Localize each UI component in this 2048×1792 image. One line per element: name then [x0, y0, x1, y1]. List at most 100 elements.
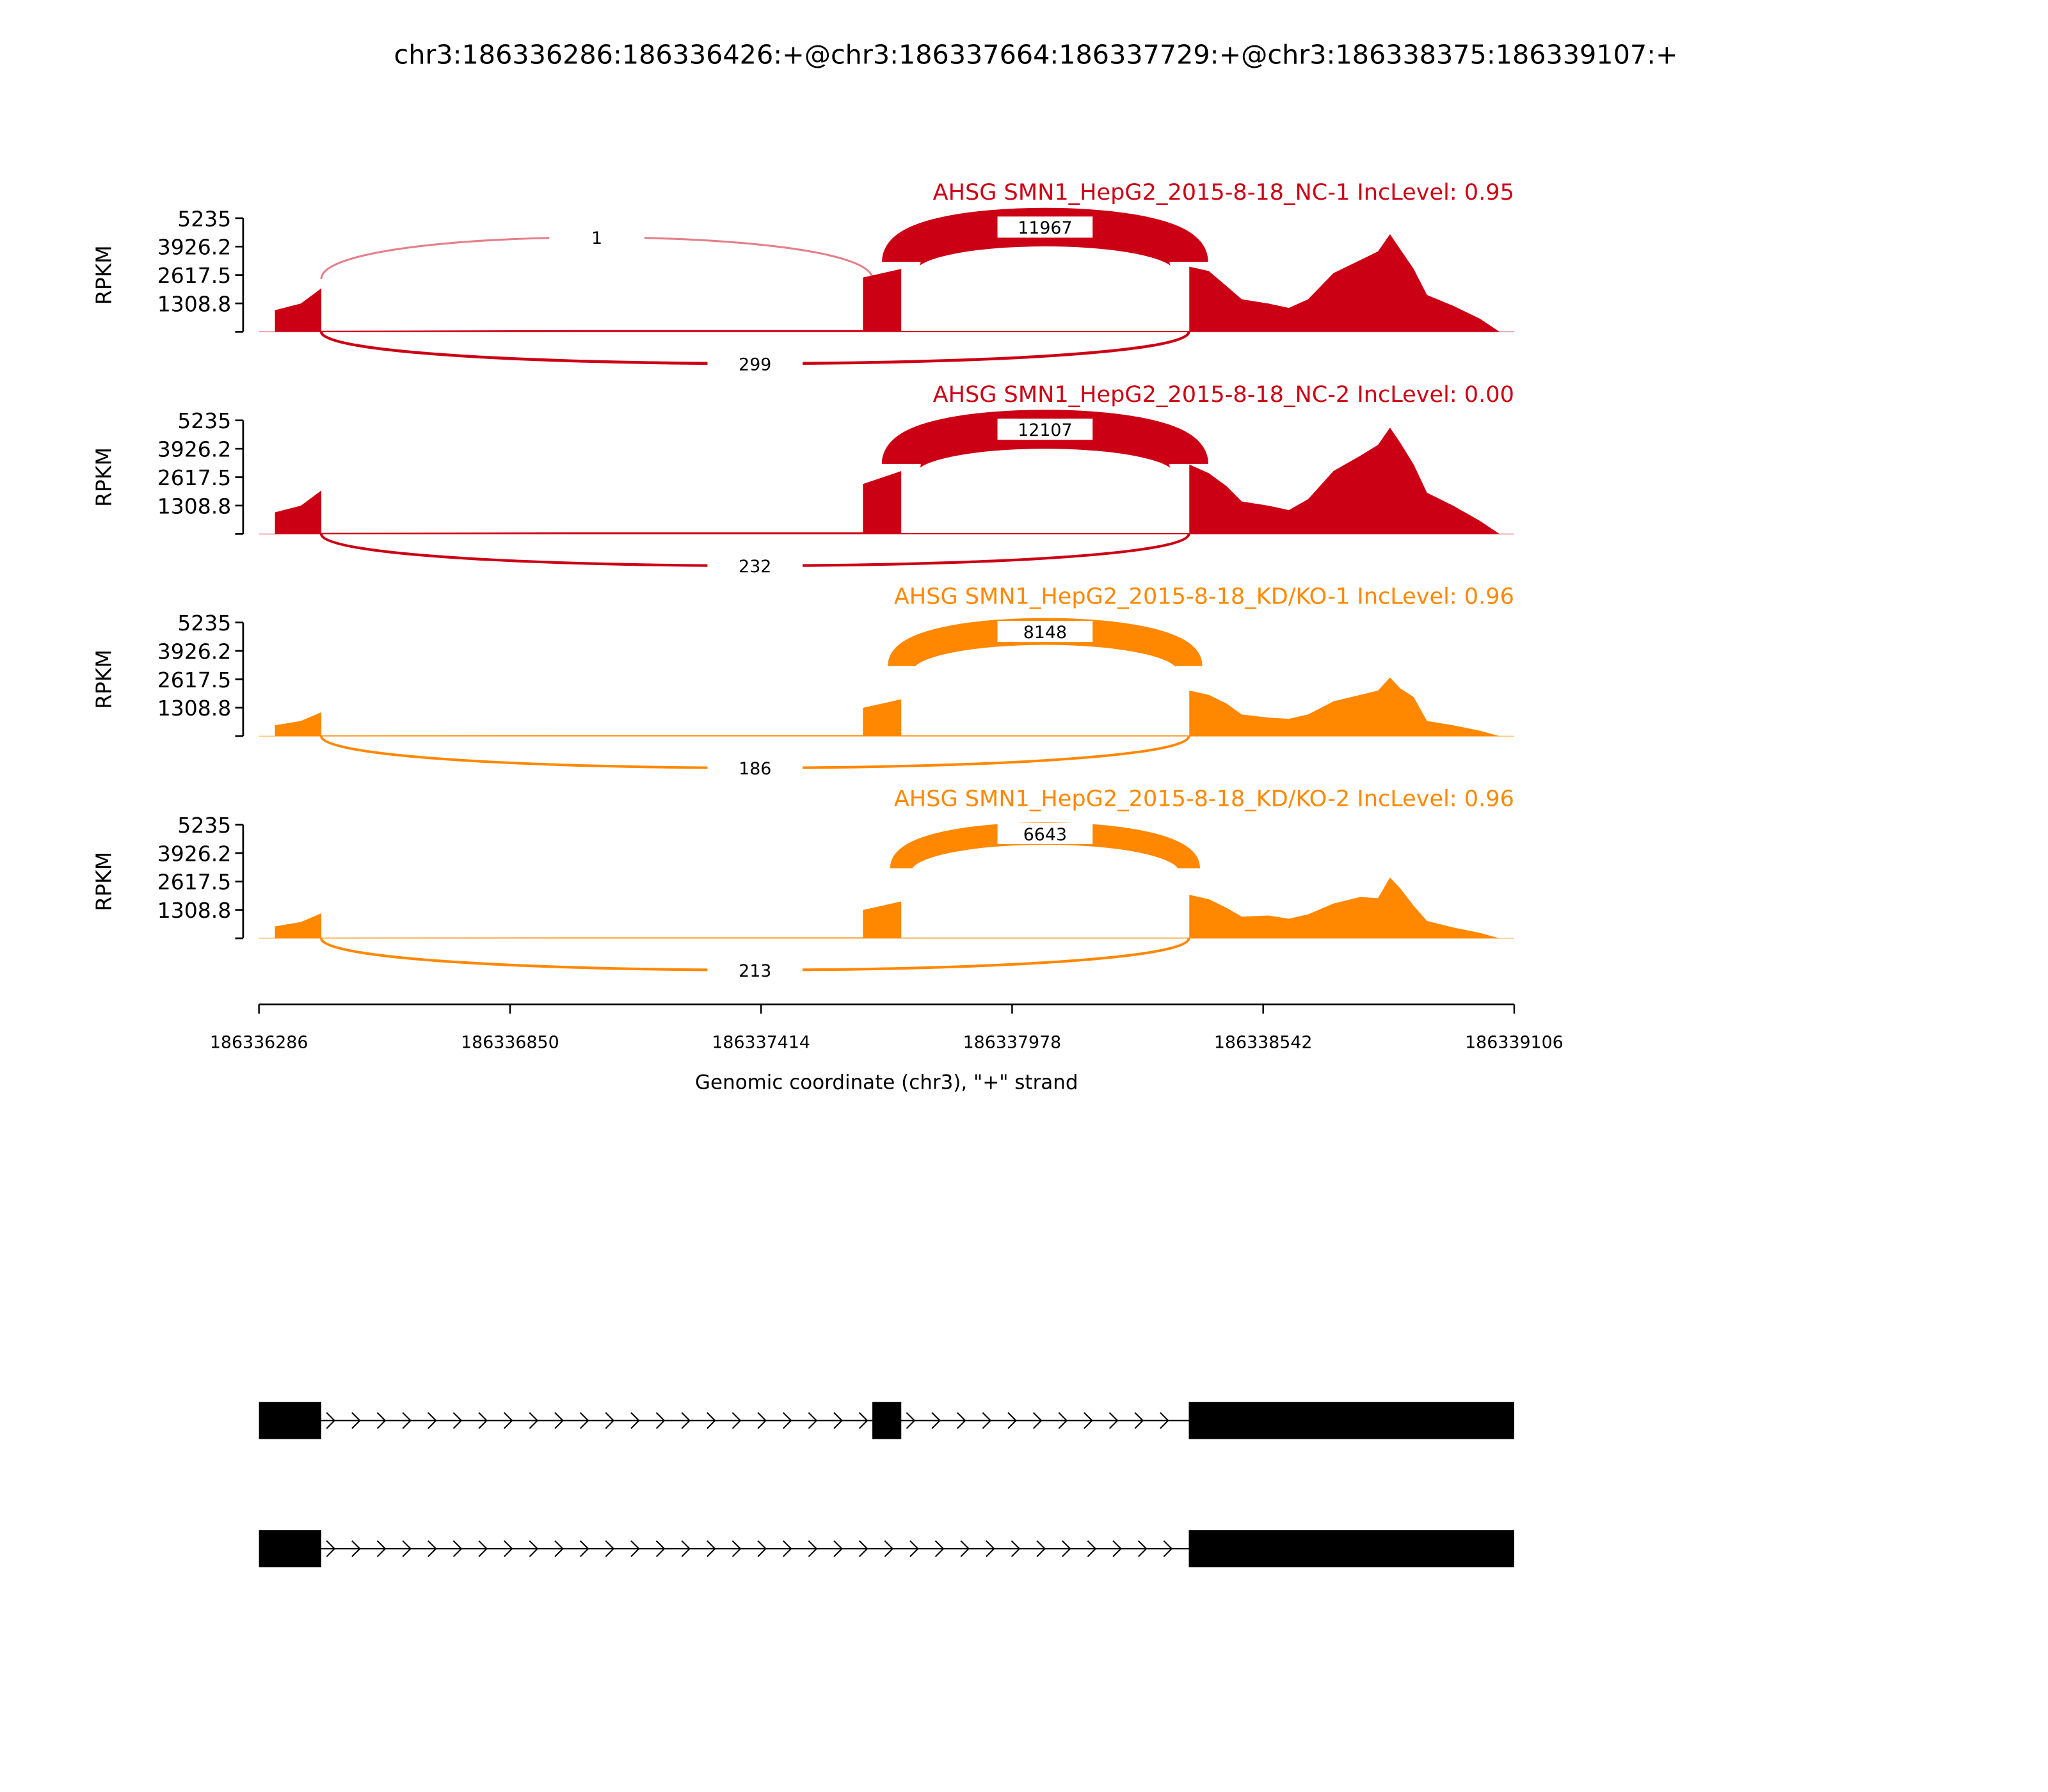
strand-arrow-icon	[934, 1540, 945, 1557]
strand-arrow-icon	[1160, 1412, 1169, 1429]
strand-arrow-icon	[1087, 1540, 1097, 1557]
exon-block	[872, 1402, 902, 1439]
x-tick-label: 186339106	[1465, 1032, 1564, 1052]
strand-arrow-icon	[681, 1412, 691, 1429]
exon-block	[1188, 1402, 1514, 1439]
y-tick-label: 3926.2	[157, 639, 232, 664]
strand-arrow-icon	[554, 1412, 564, 1429]
exon-block	[1188, 1530, 1514, 1567]
strand-arrow-icon	[351, 1540, 361, 1557]
y-tick-label: 5235	[177, 611, 231, 636]
strand-arrow-icon	[1007, 1412, 1017, 1429]
junction-label-bg	[707, 757, 803, 779]
strand-arrow-icon	[579, 1540, 589, 1557]
strand-arrow-icon	[909, 1540, 919, 1557]
sample-panel: 1308.8 2617.5 3926.2 5235 RPKM AHSG SMN1_HepG…	[91, 381, 1514, 577]
strand-arrow-icon	[478, 1412, 488, 1429]
coverage-area	[275, 877, 1500, 939]
strand-arrow-icon	[326, 1540, 336, 1557]
strand-arrow-icon	[1137, 1540, 1148, 1557]
y-tick-label: 1308.8	[157, 291, 232, 316]
strand-arrow-icon	[931, 1412, 941, 1429]
strand-arrow-icon	[529, 1540, 539, 1557]
y-tick-label: 5235	[177, 408, 231, 433]
panel-title: AHSG SMN1_HepG2_2015-8-18_NC-2 IncLevel:…	[933, 381, 1514, 408]
y-axis-label: RPKM	[91, 447, 116, 507]
gene-model	[259, 1402, 1514, 1567]
junction-label-bg	[997, 822, 1093, 844]
transcript	[259, 1530, 1514, 1567]
strand-arrow-icon	[1112, 1540, 1122, 1557]
coverage-area	[275, 234, 1500, 332]
junction-label-bg	[997, 621, 1093, 643]
strand-arrow-icon	[452, 1540, 463, 1557]
sample-panel: 1308.8 2617.5 3926.2 5235 RPKM AHSG SMN1_HepG…	[91, 584, 1514, 779]
strand-arrow-icon	[1062, 1540, 1071, 1557]
strand-arrow-icon	[1163, 1540, 1173, 1557]
strand-arrow-icon	[1011, 1540, 1021, 1557]
panel-title: AHSG SMN1_HepG2_2015-8-18_KD/KO-2 IncLev…	[894, 786, 1514, 812]
strand-arrow-icon	[833, 1540, 843, 1557]
x-tick-label: 186337978	[963, 1032, 1062, 1052]
y-tick-label: 5235	[177, 206, 231, 231]
x-axis: 186336286 186336850 186337414 186337978 1863…	[210, 1003, 1564, 1052]
y-tick-label: 2617.5	[157, 263, 232, 288]
strand-arrow-icon	[982, 1412, 992, 1429]
y-tick-label: 5235	[177, 813, 231, 838]
junction-count-label: 186	[739, 759, 771, 779]
strand-arrow-icon	[452, 1412, 463, 1429]
exon-block	[259, 1530, 322, 1567]
junction-label-bg	[549, 227, 644, 248]
strand-arrow-icon	[1084, 1412, 1093, 1429]
x-tick-label: 186337414	[712, 1032, 810, 1052]
strand-arrow-icon	[707, 1540, 716, 1557]
junction-count-label: 11967	[1018, 218, 1072, 238]
strand-arrow-icon	[504, 1540, 513, 1557]
strand-arrow-icon	[554, 1540, 564, 1557]
strand-arrow-icon	[707, 1412, 716, 1429]
junction-label-bg	[707, 959, 803, 981]
y-tick-label: 3926.2	[157, 437, 232, 462]
y-tick-label: 2617.5	[157, 870, 232, 895]
strand-arrow-icon	[402, 1540, 412, 1557]
y-tick-label: 1308.8	[157, 696, 232, 721]
strand-arrow-icon	[351, 1412, 361, 1429]
coverage-area	[275, 428, 1500, 534]
exon-block	[259, 1402, 322, 1439]
strand-arrow-icon	[757, 1412, 767, 1429]
strand-arrow-icon	[579, 1412, 589, 1429]
strand-arrow-icon	[833, 1412, 843, 1429]
x-tick-label: 186338542	[1214, 1032, 1313, 1052]
x-axis-label: Genomic coordinate (chr3), "+" strand	[695, 1071, 1078, 1094]
strand-arrow-icon	[808, 1412, 818, 1429]
y-tick-label: 3926.2	[157, 841, 232, 866]
y-axis-label: RPKM	[91, 852, 116, 911]
y-tick-label: 3926.2	[157, 235, 232, 260]
junction-count-label: 299	[739, 355, 771, 374]
strand-arrow-icon	[1036, 1540, 1046, 1557]
strand-arrow-icon	[732, 1412, 742, 1429]
strand-arrow-icon	[376, 1412, 387, 1429]
y-tick-label: 1308.8	[157, 898, 232, 923]
strand-arrow-icon	[605, 1412, 615, 1429]
strand-arrow-icon	[858, 1412, 868, 1429]
strand-arrow-icon	[326, 1412, 336, 1429]
junction-count-label: 8148	[1023, 623, 1067, 643]
strand-arrow-icon	[478, 1540, 488, 1557]
strand-arrow-icon	[529, 1412, 539, 1429]
junction-label-bg	[997, 216, 1093, 238]
strand-arrow-icon	[402, 1412, 412, 1429]
strand-arrow-icon	[630, 1412, 640, 1429]
strand-arrow-icon	[960, 1540, 970, 1557]
sample-panel: 1308.8 2617.5 3926.2 5235 RPKM AHSG SMN1_HepG…	[91, 179, 1514, 374]
chart-title: chr3:186336286:186336426:+@chr3:18633766…	[394, 39, 1678, 70]
strand-arrow-icon	[986, 1540, 995, 1557]
transcript	[259, 1402, 1514, 1439]
junction-label-bg	[707, 555, 803, 577]
junction-count-label: 213	[739, 961, 771, 981]
junction-count-label: 232	[739, 557, 771, 577]
sample-panel: 1308.8 2617.5 3926.2 5235 RPKM AHSG SMN1_HepG…	[91, 786, 1514, 981]
y-tick-label: 2617.5	[157, 668, 232, 692]
